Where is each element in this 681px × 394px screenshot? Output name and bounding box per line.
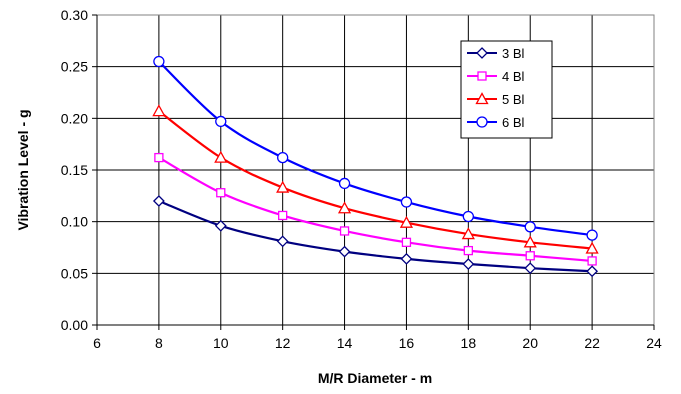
data-point-6-bl	[524, 221, 536, 233]
legend-marker-4-bl	[477, 71, 487, 81]
legend: 3 Bl 4 Bl 5 Bl 6 Bl	[460, 40, 553, 139]
legend-marker-5-bl	[475, 92, 489, 105]
data-point-5-bl	[337, 201, 352, 214]
x-tick-label: 12	[275, 335, 291, 351]
series-group	[152, 55, 599, 278]
x-axis-title: M/R Diameter - m	[318, 370, 432, 386]
grid	[97, 15, 654, 325]
y-tick-label: 0.25	[61, 59, 88, 75]
x-tick-label: 8	[155, 335, 163, 351]
data-point-4-bl	[216, 188, 226, 198]
data-point-6-bl	[338, 177, 351, 190]
data-point-6-bl	[400, 196, 413, 208]
data-point-3-bl	[276, 235, 289, 248]
data-point-4-bl	[339, 226, 350, 236]
legend-label-5-bl: 5 Bl	[502, 92, 525, 107]
x-tick-label: 22	[584, 335, 600, 351]
y-tick-label: 0.00	[61, 317, 88, 333]
data-point-3-bl	[462, 258, 475, 270]
data-point-6-bl	[215, 115, 227, 128]
tick-labels: 6 8 10 12 14 16 18 20 22 24 0.00 0.05 0.10 0.15 0.20 0.…	[61, 7, 662, 351]
y-tick-label: 0.30	[61, 7, 88, 23]
data-point-5-bl	[461, 227, 475, 240]
x-tick-label: 10	[213, 335, 229, 351]
data-point-3-bl	[152, 195, 165, 207]
data-point-5-bl	[214, 150, 228, 163]
data-point-6-bl	[462, 210, 474, 223]
y-tick-label: 0.15	[61, 162, 88, 178]
data-point-3-bl	[338, 245, 351, 258]
x-tick-label: 14	[337, 335, 353, 351]
y-tick-label: 0.10	[61, 214, 88, 230]
data-point-3-bl	[214, 219, 227, 232]
data-point-5-bl	[585, 241, 599, 254]
legend-marker-3-bl	[476, 47, 488, 59]
data-point-5-bl	[152, 104, 166, 117]
x-tick-label: 24	[646, 335, 662, 351]
y-tick-label: 0.05	[61, 265, 88, 281]
legend-label-6-bl: 6 Bl	[502, 115, 525, 130]
y-axis-title: Vibration Level - g	[15, 109, 31, 230]
legend-label-3-bl: 3 Bl	[502, 46, 525, 61]
data-point-6-bl	[586, 229, 598, 241]
data-point-4-bl	[587, 256, 597, 266]
data-point-6-bl	[153, 55, 165, 68]
x-tick-label: 16	[399, 335, 415, 351]
x-tick-label: 20	[522, 335, 538, 351]
data-point-3-bl	[524, 262, 537, 275]
data-point-4-bl	[278, 210, 288, 221]
data-point-5-bl	[523, 235, 537, 248]
data-point-6-bl	[277, 151, 289, 164]
data-point-4-bl	[463, 245, 473, 256]
x-tick-label: 18	[461, 335, 477, 351]
legend-marker-6-bl	[476, 116, 488, 128]
data-point-4-bl	[401, 237, 412, 247]
data-point-3-bl	[400, 252, 413, 265]
data-point-3-bl	[586, 265, 599, 278]
data-point-4-bl	[525, 251, 535, 261]
data-point-4-bl	[154, 152, 164, 163]
x-tick-label: 6	[93, 335, 101, 351]
data-point-5-bl	[399, 215, 414, 228]
legend-label-4-bl: 4 Bl	[502, 69, 525, 84]
data-point-5-bl	[276, 180, 290, 193]
y-tick-label: 0.20	[61, 110, 88, 126]
